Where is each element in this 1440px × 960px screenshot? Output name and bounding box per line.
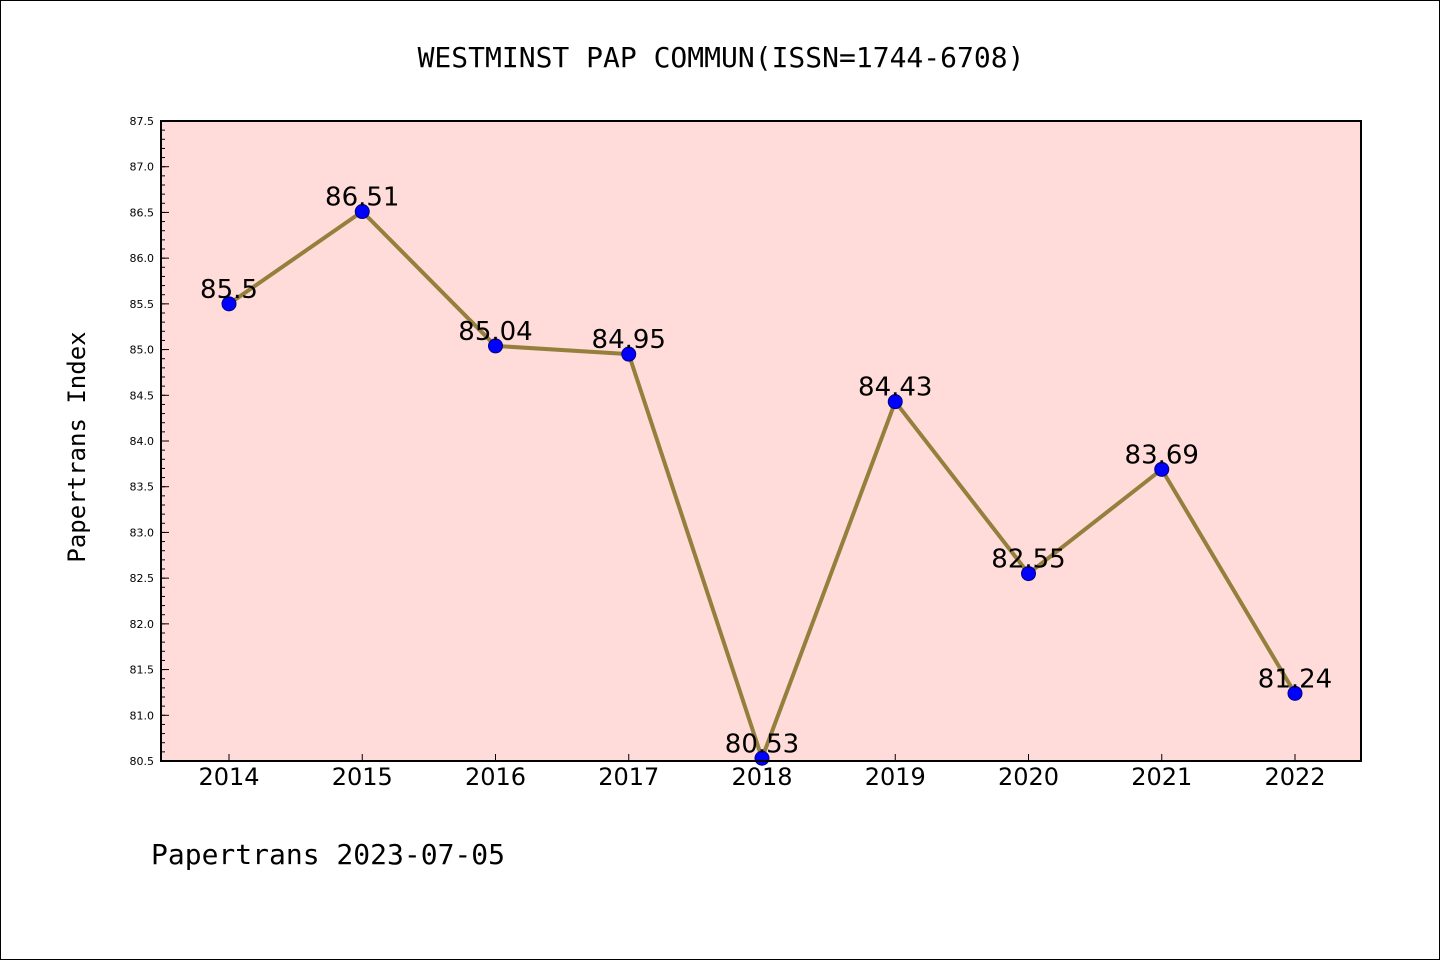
x-tick-label: 2014 xyxy=(198,763,259,791)
x-tick-label: 2018 xyxy=(731,763,792,791)
data-label: 85.04 xyxy=(458,317,532,347)
data-label: 85.5 xyxy=(200,275,258,305)
data-point xyxy=(1287,685,1303,701)
plot-area xyxy=(161,121,1361,761)
data-labels: 85.5 86.51 85.04 84.95 80.53 84.43 82.55 83.69 8… xyxy=(200,183,1332,760)
y-tick-label: 83.5 xyxy=(130,481,155,494)
x-tick-label: 2017 xyxy=(598,763,659,791)
x-tick-label: 2015 xyxy=(332,763,393,791)
x-tick-label: 2022 xyxy=(1264,763,1325,791)
x-tick-label: 2016 xyxy=(465,763,526,791)
data-label: 83.69 xyxy=(1125,440,1199,470)
data-point xyxy=(887,394,903,410)
y-tick-label: 85.0 xyxy=(130,344,155,357)
y-tick-label: 86.5 xyxy=(130,206,155,219)
y-tick-label: 82.0 xyxy=(130,618,155,631)
y-tick-label: 84.5 xyxy=(130,389,155,402)
data-point xyxy=(354,204,370,220)
y-tick-label: 85.5 xyxy=(130,298,155,311)
data-point xyxy=(1021,566,1036,582)
x-tick-label: 2021 xyxy=(1131,763,1192,791)
data-label: 86.51 xyxy=(325,183,399,213)
data-label: 81.24 xyxy=(1258,664,1332,694)
data-point xyxy=(488,338,503,354)
chart-title: WESTMINST PAP COMMUN(ISSN=1744-6708) xyxy=(418,41,1025,74)
plot-border xyxy=(160,120,1362,762)
y-tick-label: 81.0 xyxy=(130,709,155,722)
data-label: 80.53 xyxy=(725,729,799,759)
y-tick-label: 84.0 xyxy=(130,435,155,448)
footer-text: Papertrans 2023-07-05 xyxy=(151,838,505,871)
x-axis-ticks: 2014 2015 2016 2017 2018 2019 2020 2021 2022 xyxy=(198,754,1326,791)
data-label: 84.43 xyxy=(858,373,932,403)
data-label: 82.55 xyxy=(991,545,1065,575)
y-tick-label: 87.0 xyxy=(130,161,155,174)
data-point xyxy=(1154,461,1170,477)
y-tick-label: 81.5 xyxy=(130,664,155,677)
y-tick-label: 86.0 xyxy=(130,252,155,265)
y-tick-label: 82.5 xyxy=(130,572,155,585)
data-point xyxy=(221,296,237,312)
y-tick-label: 87.5 xyxy=(130,115,155,128)
y-tick-label: 83.0 xyxy=(130,526,155,539)
data-point xyxy=(621,346,637,362)
data-label: 84.95 xyxy=(592,325,666,355)
y-axis-label: Papertrans Index xyxy=(63,331,91,562)
y-tick-label: 80.5 xyxy=(130,755,155,768)
x-tick-label: 2020 xyxy=(998,763,1059,791)
x-tick-label: 2019 xyxy=(865,763,926,791)
